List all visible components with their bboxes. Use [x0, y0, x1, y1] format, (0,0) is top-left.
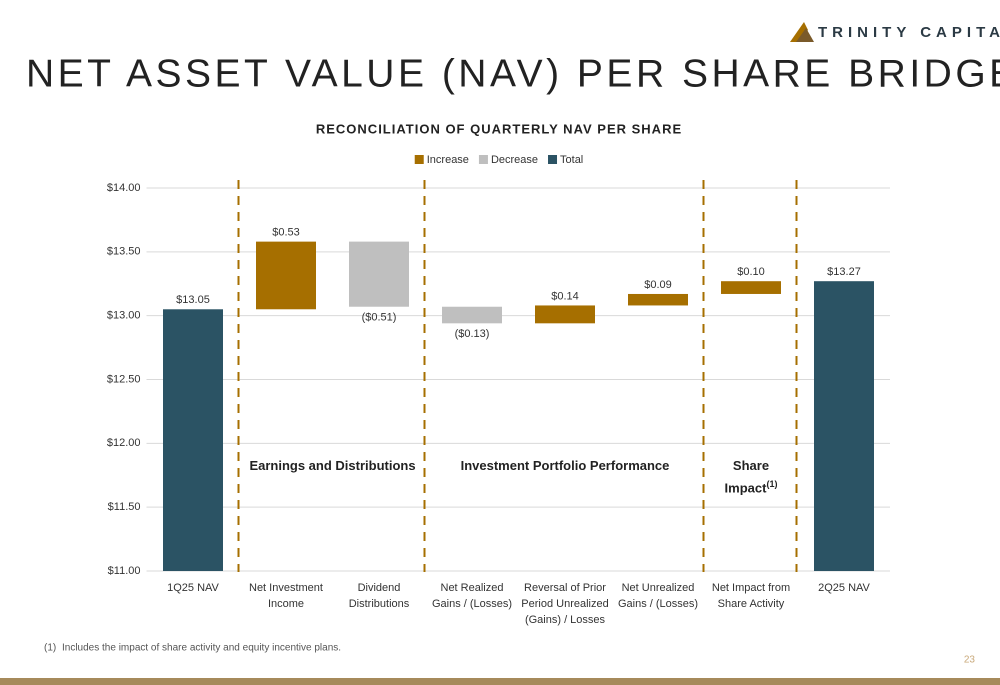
footer-bar — [0, 678, 1000, 685]
x-tick-label: Net Unrealized Gains / (Losses) — [617, 582, 699, 610]
legend-swatch — [414, 155, 424, 164]
legend-label: Decrease — [491, 154, 538, 166]
bar — [349, 241, 409, 307]
bar — [628, 293, 688, 306]
page-number: 23 — [964, 655, 976, 666]
group-label: Share Impact(1) — [711, 457, 792, 497]
value-label: $13.05 — [176, 294, 210, 306]
legend-label: Total — [560, 154, 583, 166]
value-label: ($0.51) — [362, 312, 397, 324]
x-tick-label: Net Investment Income — [249, 582, 323, 610]
x-tick-label: Net Impact from Share Activity — [711, 582, 791, 610]
y-tick-label: $13.50 — [107, 246, 141, 258]
value-label: $0.14 — [551, 290, 579, 302]
logo-text: TRINITY CAPITAL — [818, 24, 1000, 41]
group-label: Investment Portfolio Performance — [432, 457, 699, 475]
y-tick-label: $12.50 — [107, 373, 141, 385]
value-label: $0.10 — [737, 266, 765, 278]
legend: Increase Decrease Total — [414, 154, 583, 166]
value-label: ($0.13) — [455, 328, 490, 340]
chart-title: RECONCILIATION OF QUARTERLY NAV PER SHAR… — [316, 121, 682, 136]
page-title: NET ASSET VALUE (NAV) PER SHARE BRIDGE — [26, 52, 1000, 95]
x-tick-label: Net Realized Gains / (Losses) — [431, 582, 513, 610]
y-tick-label: $14.00 — [107, 182, 141, 194]
group-label-text: Investment Portfolio Performance — [460, 458, 670, 473]
group-label: Earnings and Distributions — [246, 457, 420, 475]
group-label-text: Share Impact — [724, 458, 770, 496]
x-tick-label: 2Q25 NAV — [818, 582, 870, 594]
legend-swatch — [478, 155, 488, 164]
bar — [163, 309, 223, 571]
y-tick-label: $11.00 — [108, 565, 141, 577]
legend-label: Increase — [427, 154, 469, 166]
value-label: $0.53 — [272, 227, 300, 239]
legend-swatch — [548, 155, 558, 164]
y-tick-label: $13.00 — [107, 310, 141, 322]
bar — [535, 305, 595, 324]
bar — [256, 241, 316, 310]
value-label: $0.09 — [644, 279, 672, 291]
value-label: $13.27 — [827, 266, 861, 278]
x-tick-label: Reversal of Prior Period Unrealized (Gai… — [521, 582, 609, 626]
bar — [814, 281, 874, 571]
x-tick-label: 1Q25 NAV — [167, 582, 219, 594]
logo-icon — [796, 28, 814, 42]
group-note: (1) — [766, 479, 778, 489]
footnote: Includes the impact of share activity an… — [62, 643, 341, 654]
group-label-text: Earnings and Distributions — [249, 458, 416, 473]
logo-icon — [790, 22, 808, 42]
bar — [442, 306, 502, 324]
footnote-marker: (1) — [44, 643, 56, 654]
bar — [721, 281, 781, 294]
y-tick-label: $12.00 — [107, 437, 141, 449]
x-tick-label: Dividend Distributions — [348, 582, 410, 610]
y-tick-label: $11.50 — [108, 501, 141, 513]
